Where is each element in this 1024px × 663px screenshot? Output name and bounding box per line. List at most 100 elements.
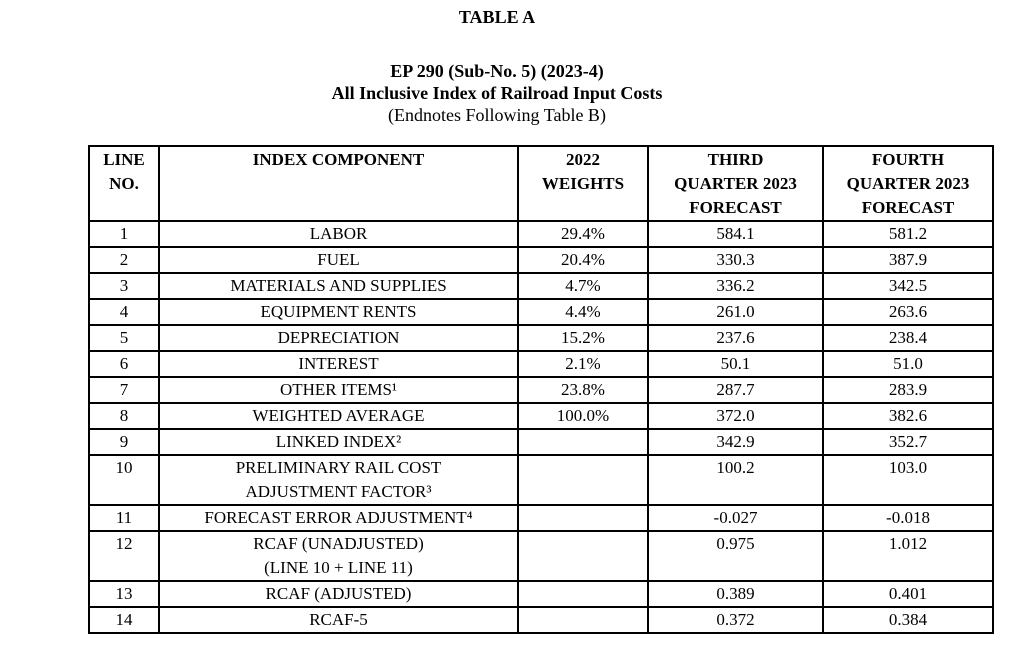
q3-forecast-cell: 342.9 xyxy=(647,428,824,456)
component-cell: LABOR xyxy=(158,220,519,248)
docket-number: EP 290 (Sub-No. 5) (2023-4) xyxy=(390,61,604,81)
col-header-index-component: INDEX COMPONENT xyxy=(158,145,519,222)
weight-cell: 29.4% xyxy=(517,220,649,248)
table-row-labor: 1 LABOR 29.4% 584.1 581.2 xyxy=(88,220,994,248)
weight-cell xyxy=(517,606,649,634)
q3-forecast-cell: 261.0 xyxy=(647,298,824,326)
q4-forecast-cell: 0.384 xyxy=(822,606,994,634)
q3-forecast-cell: 584.1 xyxy=(647,220,824,248)
line-no-cell: 14 xyxy=(88,606,160,634)
line-no-cell: 9 xyxy=(88,428,160,456)
weight-cell xyxy=(517,504,649,532)
q4-forecast-cell: 382.6 xyxy=(822,402,994,430)
q3-forecast-cell: -0.027 xyxy=(647,504,824,532)
component-cell: EQUIPMENT RENTS xyxy=(158,298,519,326)
weight-cell xyxy=(517,428,649,456)
table-row-equipment-rents: 4 EQUIPMENT RENTS 4.4% 261.0 263.6 xyxy=(88,298,994,326)
component-cell: RCAF (ADJUSTED) xyxy=(158,580,519,608)
component-cell: MATERIALS AND SUPPLIES xyxy=(158,272,519,300)
weight-cell: 20.4% xyxy=(517,246,649,274)
line-no-cell: 13 xyxy=(88,580,160,608)
table-row-materials: 3 MATERIALS AND SUPPLIES 4.7% 336.2 342.… xyxy=(88,272,994,300)
table-row-weighted-average: 8 WEIGHTED AVERAGE 100.0% 372.0 382.6 xyxy=(88,402,994,430)
q4-forecast-cell: 238.4 xyxy=(822,324,994,352)
table-header: LINE NO. INDEX COMPONENT 2022 WEIGHTS TH… xyxy=(88,145,994,222)
col-header-line-no: LINE NO. xyxy=(88,145,160,222)
q3-forecast-cell: 336.2 xyxy=(647,272,824,300)
q4-forecast-cell: 342.5 xyxy=(822,272,994,300)
line-no-cell: 3 xyxy=(88,272,160,300)
component-cell: RCAF (UNADJUSTED) (LINE 10 + LINE 11) xyxy=(158,530,519,582)
railroad-input-costs-table: LINE NO. INDEX COMPONENT 2022 WEIGHTS TH… xyxy=(88,145,994,634)
component-cell: OTHER ITEMS¹ xyxy=(158,376,519,404)
weight-cell: 23.8% xyxy=(517,376,649,404)
q4-forecast-cell: 51.0 xyxy=(822,350,994,378)
q3-forecast-cell: 0.975 xyxy=(647,530,824,582)
line-no-cell: 10 xyxy=(88,454,160,506)
table-row-depreciation: 5 DEPRECIATION 15.2% 237.6 238.4 xyxy=(88,324,994,352)
table-row-linked-index: 9 LINKED INDEX² 342.9 352.7 xyxy=(88,428,994,456)
q4-forecast-cell: 387.9 xyxy=(822,246,994,274)
col-header-fourth-quarter: FOURTH QUARTER 2023 FORECAST xyxy=(822,145,994,222)
table-row-forecast-error-adjustment: 11 FORECAST ERROR ADJUSTMENT⁴ -0.027 -0.… xyxy=(88,504,994,532)
q4-forecast-cell: -0.018 xyxy=(822,504,994,532)
table-row-rcaf-adjusted: 13 RCAF (ADJUSTED) 0.389 0.401 xyxy=(88,580,994,608)
component-cell: LINKED INDEX² xyxy=(158,428,519,456)
table-row-interest: 6 INTEREST 2.1% 50.1 51.0 xyxy=(88,350,994,378)
q4-forecast-cell: 263.6 xyxy=(822,298,994,326)
q4-forecast-cell: 283.9 xyxy=(822,376,994,404)
q3-forecast-cell: 287.7 xyxy=(647,376,824,404)
weight-cell: 100.0% xyxy=(517,402,649,430)
table-row-preliminary-rcaf: 10 PRELIMINARY RAIL COST ADJUSTMENT FACT… xyxy=(88,454,994,506)
q4-forecast-cell: 581.2 xyxy=(822,220,994,248)
index-title: All Inclusive Index of Railroad Input Co… xyxy=(331,83,663,103)
component-cell: RCAF-5 xyxy=(158,606,519,634)
weight-cell xyxy=(517,530,649,582)
line-no-cell: 6 xyxy=(88,350,160,378)
q4-forecast-cell: 0.401 xyxy=(822,580,994,608)
line-no-cell: 4 xyxy=(88,298,160,326)
table-body: 1 LABOR 29.4% 584.1 581.2 2 FUEL 20.4% 3… xyxy=(88,220,994,634)
header-row: LINE NO. INDEX COMPONENT 2022 WEIGHTS TH… xyxy=(88,145,994,222)
q3-forecast-cell: 0.389 xyxy=(647,580,824,608)
line-no-cell: 8 xyxy=(88,402,160,430)
table-row-fuel: 2 FUEL 20.4% 330.3 387.9 xyxy=(88,246,994,274)
line-no-cell: 12 xyxy=(88,530,160,582)
q3-forecast-cell: 100.2 xyxy=(647,454,824,506)
q3-forecast-cell: 50.1 xyxy=(647,350,824,378)
weight-cell: 15.2% xyxy=(517,324,649,352)
heading-spacer xyxy=(0,28,994,60)
col-header-2022-weights: 2022 WEIGHTS xyxy=(517,145,649,222)
component-cell: INTEREST xyxy=(158,350,519,378)
q3-forecast-cell: 237.6 xyxy=(647,324,824,352)
weight-cell: 2.1% xyxy=(517,350,649,378)
component-cell: PRELIMINARY RAIL COST ADJUSTMENT FACTOR³ xyxy=(158,454,519,506)
component-cell: WEIGHTED AVERAGE xyxy=(158,402,519,430)
q4-forecast-cell: 103.0 xyxy=(822,454,994,506)
line-no-cell: 7 xyxy=(88,376,160,404)
q3-forecast-cell: 372.0 xyxy=(647,402,824,430)
component-cell: FORECAST ERROR ADJUSTMENT⁴ xyxy=(158,504,519,532)
table-row-other-items: 7 OTHER ITEMS¹ 23.8% 287.7 283.9 xyxy=(88,376,994,404)
line-no-cell: 11 xyxy=(88,504,160,532)
table-row-rcaf-unadjusted: 12 RCAF (UNADJUSTED) (LINE 10 + LINE 11)… xyxy=(88,530,994,582)
q3-forecast-cell: 330.3 xyxy=(647,246,824,274)
line-no-cell: 5 xyxy=(88,324,160,352)
weight-cell: 4.7% xyxy=(517,272,649,300)
q4-forecast-cell: 352.7 xyxy=(822,428,994,456)
weight-cell xyxy=(517,580,649,608)
component-cell: DEPRECIATION xyxy=(158,324,519,352)
document-heading: TABLE A EP 290 (Sub-No. 5) (2023-4) All … xyxy=(0,6,994,126)
table-row-rcaf-5: 14 RCAF-5 0.372 0.384 xyxy=(88,606,994,634)
q4-forecast-cell: 1.012 xyxy=(822,530,994,582)
line-no-cell: 2 xyxy=(88,246,160,274)
weight-cell: 4.4% xyxy=(517,298,649,326)
line-no-cell: 1 xyxy=(88,220,160,248)
weight-cell xyxy=(517,454,649,506)
q3-forecast-cell: 0.372 xyxy=(647,606,824,634)
component-cell: FUEL xyxy=(158,246,519,274)
table-title: TABLE A xyxy=(458,7,536,27)
col-header-third-quarter: THIRD QUARTER 2023 FORECAST xyxy=(647,145,824,222)
endnotes-note: (Endnotes Following Table B) xyxy=(388,105,606,125)
